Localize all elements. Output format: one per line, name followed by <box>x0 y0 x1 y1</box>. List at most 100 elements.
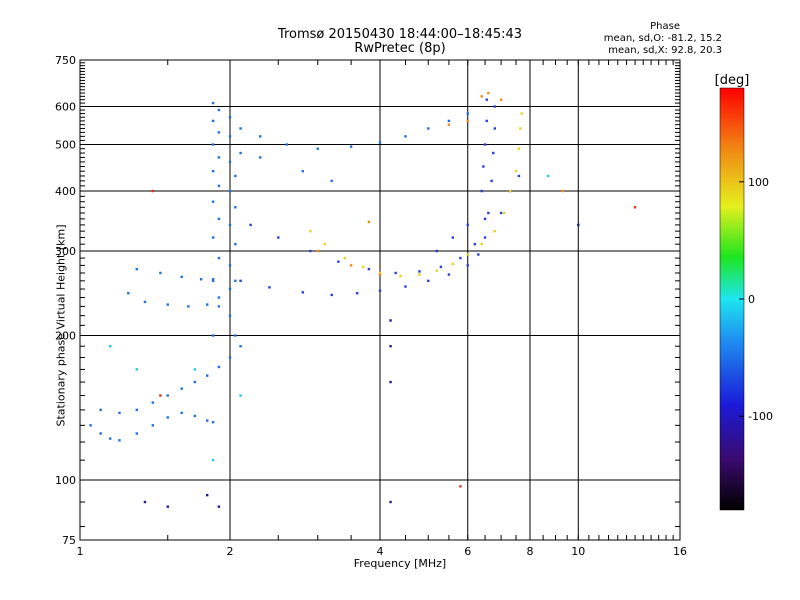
colorbar-tick-label: 0 <box>748 293 755 306</box>
chart-title: Tromsø 20150430 18:44:00–18:45:43 <box>277 27 523 42</box>
data-point <box>89 424 92 427</box>
data-point <box>166 303 169 306</box>
data-point <box>483 143 487 146</box>
data-point <box>228 189 232 193</box>
data-point <box>239 345 242 348</box>
data-point <box>337 260 340 263</box>
data-point <box>205 374 209 377</box>
x-tick-label: 8 <box>527 545 534 558</box>
y-tick-label: 100 <box>55 474 76 487</box>
data-point <box>217 184 221 188</box>
data-point <box>480 242 483 246</box>
y-tick-label: 200 <box>55 330 76 343</box>
data-point <box>135 267 138 271</box>
data-point <box>466 223 469 227</box>
data-point <box>404 285 407 288</box>
data-point <box>239 127 242 130</box>
data-point <box>205 419 209 422</box>
data-point <box>143 500 147 504</box>
data-point <box>217 108 221 112</box>
data-point <box>199 278 203 281</box>
chart-subtitle: RwPretec (8p) <box>354 41 446 56</box>
data-point <box>435 269 438 272</box>
data-point <box>459 256 462 260</box>
data-point <box>483 236 487 239</box>
data-point <box>211 101 215 105</box>
data-point <box>399 274 402 278</box>
data-point <box>378 271 382 275</box>
data-point <box>389 380 392 384</box>
data-point <box>418 273 421 276</box>
data-point <box>118 411 121 415</box>
data-point <box>211 458 215 462</box>
data-point <box>180 411 183 415</box>
data-point <box>259 135 262 138</box>
y-tick-label: 750 <box>55 54 76 67</box>
data-point <box>234 334 237 337</box>
data-point <box>389 500 392 504</box>
data-point <box>249 223 252 227</box>
data-point <box>217 256 221 260</box>
data-point <box>439 265 443 269</box>
data-point <box>217 296 221 299</box>
data-point <box>151 189 155 193</box>
data-point <box>485 119 488 123</box>
data-point <box>378 289 382 292</box>
data-point <box>499 211 503 215</box>
data-point <box>217 131 221 134</box>
data-point <box>519 127 522 130</box>
data-point <box>361 265 365 269</box>
data-point <box>502 211 506 215</box>
data-point <box>217 305 221 308</box>
data-point <box>480 95 483 98</box>
data-point <box>394 271 397 275</box>
data-point <box>514 169 518 173</box>
data-point <box>459 485 462 488</box>
data-point <box>517 174 521 178</box>
data-point <box>166 416 169 419</box>
data-point <box>477 253 480 256</box>
data-point <box>211 420 215 424</box>
data-point <box>404 135 407 138</box>
colorbar-tick-label: 100 <box>748 176 769 189</box>
data-point <box>268 286 271 289</box>
data-point <box>349 264 353 267</box>
data-point <box>499 98 503 101</box>
data-point <box>367 220 371 224</box>
data-point <box>389 345 392 348</box>
data-point <box>228 356 232 359</box>
data-point <box>447 273 451 276</box>
data-point <box>316 147 319 150</box>
x-tick-label: 2 <box>227 545 234 558</box>
data-point <box>211 278 215 281</box>
data-point <box>151 424 155 427</box>
data-point <box>151 401 155 404</box>
data-point <box>451 262 455 266</box>
data-point <box>211 200 215 203</box>
data-point <box>378 273 382 276</box>
data-point <box>211 143 215 146</box>
data-point <box>239 151 242 155</box>
data-point <box>490 179 493 183</box>
data-point <box>211 169 215 173</box>
data-point <box>492 151 495 155</box>
data-point <box>228 135 232 138</box>
data-point <box>427 127 430 130</box>
data-point <box>193 414 197 418</box>
data-point <box>109 345 112 348</box>
data-point <box>520 112 523 115</box>
data-point <box>482 165 485 168</box>
data-point <box>451 236 455 239</box>
y-tick-label: 400 <box>55 185 76 198</box>
data-point <box>493 127 497 130</box>
data-point <box>483 217 487 221</box>
data-point <box>135 408 138 412</box>
data-point <box>277 236 280 239</box>
y-tick-label: 300 <box>55 245 76 258</box>
data-point <box>466 119 469 123</box>
data-point <box>127 292 130 295</box>
data-point <box>330 179 333 183</box>
phase-heading: Phase <box>650 21 680 32</box>
data-point <box>187 305 190 308</box>
